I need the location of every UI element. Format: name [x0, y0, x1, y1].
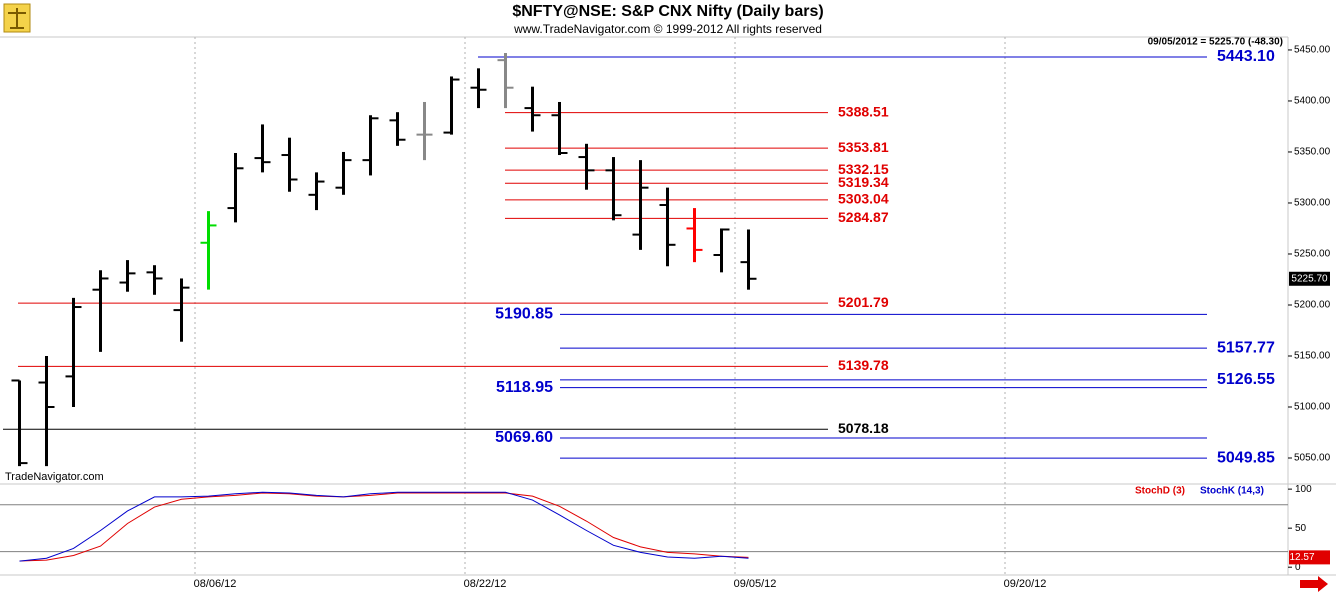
- y-tick-label: 5050.00: [1294, 453, 1331, 464]
- level-label: 5443.10: [1217, 48, 1275, 65]
- level-label: 5353.81: [838, 139, 889, 155]
- level-label: 5303.04: [838, 191, 889, 207]
- price-bar: [281, 137, 298, 192]
- level-label: 5069.60: [495, 429, 553, 446]
- price-bar: [227, 152, 244, 223]
- level-label: 5284.87: [838, 209, 889, 225]
- price-bar: [11, 379, 28, 467]
- chart-subtitle: www.TradeNavigator.com © 1999-2012 All r…: [513, 22, 822, 36]
- y-tick-label: 5450.00: [1294, 45, 1331, 56]
- chart-title: $NFTY@NSE: S&P CNX Nifty (Daily bars): [512, 3, 823, 20]
- level-label: 5332.15: [838, 161, 889, 177]
- legend-entry: StochK (14,3): [1200, 486, 1264, 497]
- watermark: TradeNavigator.com: [5, 471, 104, 483]
- y-tick-label: 5250.00: [1294, 249, 1331, 260]
- price-bar: [173, 278, 190, 342]
- y-tick-label: 5400.00: [1294, 96, 1331, 107]
- price-bar: [605, 157, 622, 221]
- level-label: 5139.78: [838, 357, 889, 373]
- price-bar: [686, 208, 703, 263]
- last-value-label: 12.57: [1289, 552, 1314, 563]
- level-label: 5126.55: [1217, 371, 1275, 388]
- price-bar: [362, 115, 379, 176]
- level-label: 5388.51: [838, 103, 889, 119]
- price-bar: [632, 160, 649, 250]
- y-tick-label: 5350.00: [1294, 147, 1331, 158]
- last-price-box: [1289, 271, 1330, 286]
- price-bar: [416, 101, 433, 161]
- x-tick-label: 09/20/12: [1004, 578, 1047, 590]
- price-bar: [740, 229, 757, 290]
- level-label: 5118.95: [496, 379, 553, 396]
- price-bar: [578, 143, 595, 190]
- level-label: 5190.85: [495, 306, 553, 323]
- info-text: 09/05/2012 = 5225.70 (-48.30): [1148, 37, 1283, 48]
- y-tick-label: 5300.00: [1294, 198, 1331, 209]
- y-tick-label: 5150.00: [1294, 351, 1331, 362]
- price-bar: [497, 53, 514, 109]
- price-bar: [470, 68, 487, 109]
- x-tick-label: 08/06/12: [194, 578, 237, 590]
- price-bar: [713, 228, 730, 273]
- scroll-arrow[interactable]: [1300, 576, 1328, 592]
- price-bar: [200, 211, 217, 290]
- price-bar: [146, 265, 163, 295]
- price-bar: [335, 151, 352, 195]
- price-bar: [38, 355, 55, 467]
- level-label: 5157.77: [1217, 339, 1275, 356]
- last-price-label: 5225.70: [1291, 273, 1328, 284]
- price-bar: [443, 76, 460, 135]
- y-tick-label: 50: [1295, 523, 1307, 534]
- price-bar: [308, 172, 325, 211]
- x-tick-label: 09/05/12: [734, 578, 777, 590]
- price-bar: [65, 297, 82, 408]
- stoch-line: [19, 491, 749, 562]
- y-tick-label: 5100.00: [1294, 402, 1331, 413]
- last-value-box: [1289, 550, 1330, 565]
- price-bar: [659, 187, 676, 267]
- stoch-line: [19, 492, 749, 562]
- x-tick-label: 08/22/12: [464, 578, 507, 590]
- y-tick-label: 5200.00: [1294, 300, 1331, 311]
- y-tick-label: 100: [1295, 484, 1312, 495]
- level-label: 5201.79: [838, 294, 889, 310]
- legend-entry: StochD (3): [1135, 486, 1185, 497]
- level-label: 5049.85: [1217, 449, 1275, 466]
- price-bar: [119, 260, 136, 292]
- price-bar: [92, 270, 109, 352]
- logo: [3, 3, 31, 33]
- price-bar: [389, 112, 406, 146]
- price-bar: [524, 86, 541, 132]
- y-tick-label: 0: [1295, 562, 1301, 573]
- price-bar: [254, 124, 271, 173]
- price-bar: [551, 101, 568, 156]
- level-label: 5319.34: [838, 174, 889, 190]
- level-label: 5078.18: [838, 420, 889, 436]
